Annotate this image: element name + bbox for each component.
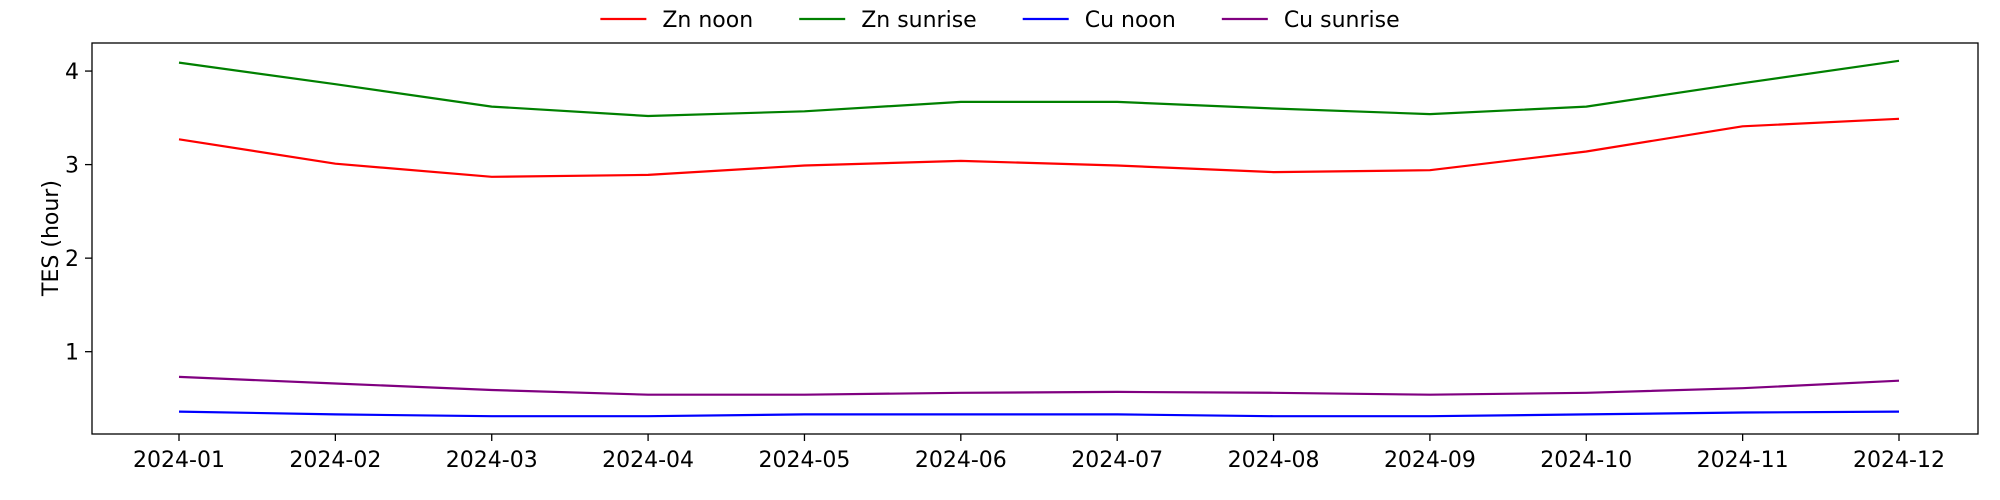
y-tick-label: 3 (65, 154, 79, 179)
x-tick-label: 2024-09 (1384, 448, 1476, 473)
x-tick-label: 2024-01 (133, 448, 225, 473)
x-tick-label: 2024-12 (1853, 448, 1945, 473)
x-tick-label: 2024-10 (1540, 448, 1632, 473)
series-line-cu-noon (178, 410, 1900, 418)
y-tick-label: 2 (65, 247, 79, 272)
series-line-zn-sunrise (178, 59, 1900, 118)
x-tick-label: 2024-11 (1697, 448, 1789, 473)
y-tick-label: 1 (65, 341, 79, 366)
series-line-zn-noon (178, 117, 1900, 178)
y-tick-label: 4 (65, 60, 79, 85)
x-tick-label: 2024-06 (915, 448, 1007, 473)
series-line-cu-sunrise (178, 375, 1900, 396)
series-layer (178, 59, 1900, 418)
y-axis-label: TES (hour) (39, 180, 64, 297)
legend: Zn noon Zn sunrise Cu noon Cu sunrise (600, 8, 1400, 33)
legend-label-cu-sunrise: Cu sunrise (1284, 8, 1400, 33)
legend-label-cu-noon: Cu noon (1085, 8, 1176, 33)
x-axis: 2024-01 2024-02 2024-03 2024-04 2024-05 2024-… (133, 434, 1945, 473)
x-tick-label: 2024-07 (1071, 448, 1163, 473)
x-tick-label: 2024-02 (289, 448, 381, 473)
y-axis: 1 2 3 4 (65, 60, 92, 366)
x-tick-label: 2024-04 (602, 448, 694, 473)
x-tick-label: 2024-08 (1228, 448, 1320, 473)
legend-label-zn-noon: Zn noon (662, 8, 753, 33)
legend-label-zn-sunrise: Zn sunrise (861, 8, 977, 33)
x-tick-label: 2024-05 (758, 448, 850, 473)
x-tick-label: 2024-03 (446, 448, 538, 473)
plot-area-frame (91, 42, 1979, 435)
